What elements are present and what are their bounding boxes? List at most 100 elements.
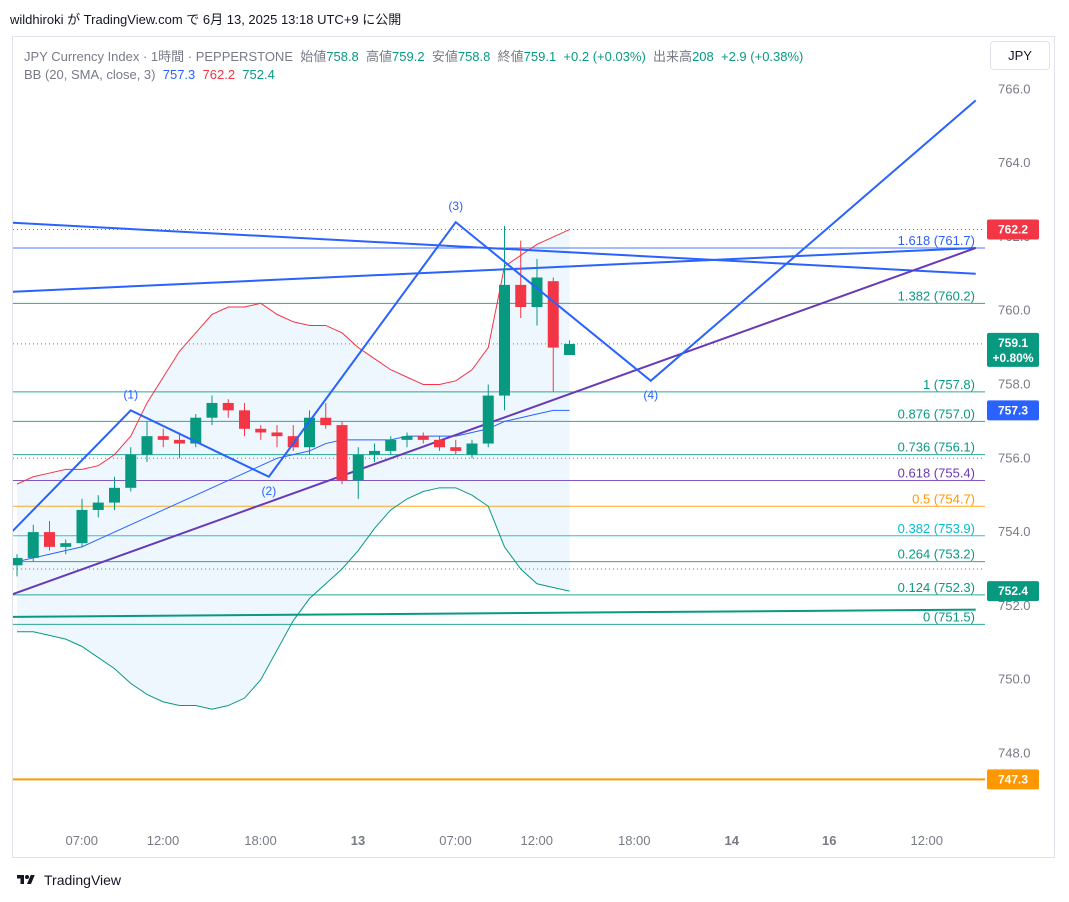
candle-body [44,532,55,547]
legend-close-label: 終値 [497,49,524,64]
candle-body [157,436,169,440]
legend-ohlc: JPY Currency Index · 1時間 · PEPPERSTONE 始… [24,46,803,65]
fib-label-0.264: 0.264 (753.2) [898,547,975,562]
legend-symbol[interactable]: JPY Currency Index · 1時間 · PEPPERSTONE [24,49,293,64]
footer-brand: TradingView [44,872,122,888]
publish-header: wildhiroki が TradingView.com で 6月 13, 20… [10,12,402,27]
bb-basis-line [16,409,570,563]
candle-body [92,502,104,510]
legend-high-label: 高値 [366,49,393,64]
x-tick-label: 12:00 [520,833,553,848]
price-tag-762.2 [987,219,1039,240]
bollinger-bands [16,229,570,710]
candle-body [515,284,527,308]
candle-body [482,395,494,444]
price-axis[interactable]: 766.0764.0762.0760.0758.0756.0754.0752.0… [998,81,1031,760]
legend-low-label: 安値 [431,49,458,64]
trendline-4 [13,608,976,618]
candle-body [417,436,429,440]
currency-button[interactable]: JPY [990,41,1050,70]
fib-label-0.876: 0.876 (757.0) [898,406,975,421]
x-tick-label: 18:00 [244,833,277,848]
x-tick-label: 12:00 [910,833,943,848]
y-tick-label: 764.0 [998,155,1031,170]
candle-body [466,443,478,455]
x-tick-label: 16 [822,833,836,848]
trendline-2 [13,246,976,293]
legend-open-label: 始値 [300,49,327,64]
candle-body [564,343,575,355]
legend-bb: BB (20, SMA, close, 3) 757.3 762.2 752.4 [24,67,275,82]
candle-body [336,425,348,481]
bollinger-fill [17,229,570,710]
x-tick-label: 14 [725,833,740,848]
candle-body [255,428,267,433]
fib-label-0.124: 0.124 (752.3) [898,580,975,595]
price-tag-text: 762.2 [998,223,1028,237]
candle-body [190,417,202,444]
fib-label-0.382: 0.382 (753.9) [898,521,975,536]
legend-bb-lower: 752.4 [242,67,275,82]
elliott-wave[interactable]: (1) (2) (3) (4) [1,99,977,543]
legend-high: 759.2 [392,49,425,64]
price-tag-757.3 [987,400,1039,421]
x-tick-label: 07:00 [439,833,472,848]
candle-body [352,454,364,481]
candle-body [76,509,88,544]
bb-upper-line [16,229,570,485]
x-tick-label: 07:00 [65,833,98,848]
wave-label-2: (2) [262,484,277,498]
price-tag-text: 757.3 [998,403,1028,417]
candle-body [369,450,380,455]
candle-body [320,417,332,426]
candle-body [109,487,120,503]
bb-fill-area [17,229,570,710]
candle-body [385,439,397,451]
time-axis[interactable]: 07:00 12:00 18:00 13 07:00 12:00 18:00 14 16 12:0… [65,833,943,848]
tradingview-logo-icon [17,875,35,884]
candle-body [434,439,445,448]
legend-bb-label[interactable]: BB (20, SMA, close, 3) [24,67,156,82]
y-tick-label: 748.0 [998,746,1031,761]
legend-open: 758.8 [326,49,359,64]
legend-bb-upper: 762.2 [202,67,236,82]
y-tick-label: 752.0 [998,598,1031,613]
candle-body [60,543,72,547]
legend-change: +0.2 (+0.03%) [563,49,646,64]
fib-label-0.5: 0.5 (754.7) [912,491,975,506]
candle-body [271,432,283,437]
y-tick-label: 750.0 [998,672,1031,687]
wave-label-3: (3) [448,199,463,213]
fib-label-0.736: 0.736 (756.1) [898,440,975,455]
fib-labels: 1.618 (761.7) 1.382 (760.2) 1 (757.8) 0.876… [898,233,975,624]
bb-lower-line [17,487,570,710]
fib-label-0.618: 0.618 (755.4) [898,465,975,480]
candle-body [239,410,250,429]
candles [13,225,575,577]
x-tick-label: 12:00 [147,833,180,848]
price-tags: 762.2 759.1+0.80% 757.3 752.4 747.3 [987,219,1039,790]
x-tick-label: 13 [351,833,365,848]
footer: TradingView [14,872,121,888]
candle-body [222,402,234,411]
legend-volume: 208 [692,49,714,64]
candle-body [304,417,315,448]
candle-body [125,454,137,488]
candle-body [450,447,462,451]
fib-label-0: 0 (751.5) [923,609,975,624]
candle-body [141,436,153,455]
price-tag-text: 759.1 [998,336,1028,350]
legend-bb-basis: 757.3 [162,67,196,82]
candle-body [27,532,39,558]
chart-frame[interactable] [12,36,1055,858]
y-tick-label: 758.0 [998,377,1031,392]
x-tick-label: 18:00 [618,833,651,848]
fib-label-1.382: 1.382 (760.2) [898,288,975,303]
y-tick-label: 760.0 [998,303,1031,318]
legend-low: 758.8 [457,49,491,64]
price-tag-747.3 [987,769,1039,790]
price-tag-sub: +0.80% [992,351,1033,365]
elliott-wave-line [13,99,977,533]
price-tag-text: 747.3 [998,772,1028,786]
